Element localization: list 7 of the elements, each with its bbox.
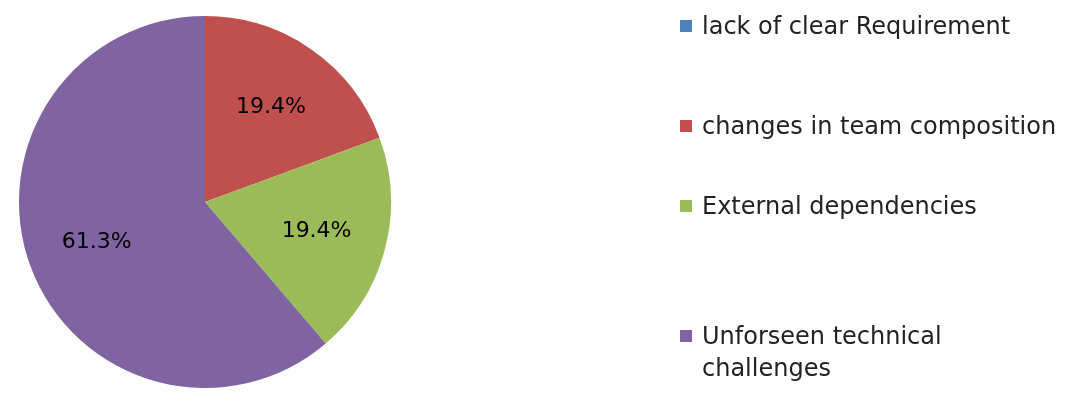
legend-label: Unforseen technical challenges <box>702 321 943 384</box>
legend-label: lack of clear Requirement <box>702 11 1011 42</box>
legend-label: changes in team composition <box>702 111 1057 142</box>
data-label: 19.4% <box>281 216 352 242</box>
data-label: 19.4% <box>236 93 306 119</box>
legend-label: External dependencies <box>702 191 977 222</box>
data-label: 61.3% <box>61 227 132 253</box>
